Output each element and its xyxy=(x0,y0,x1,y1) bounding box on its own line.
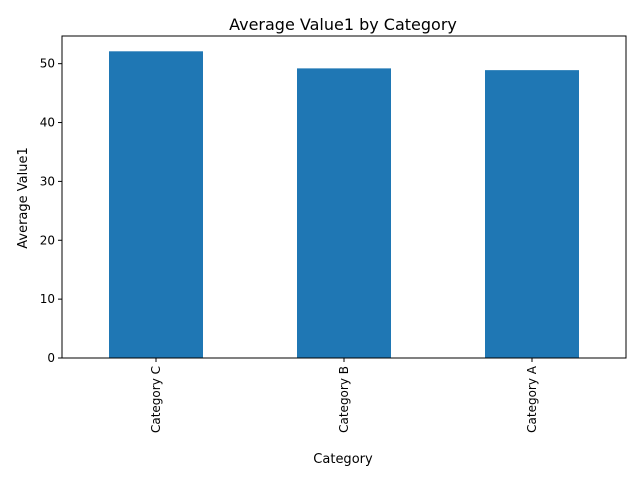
y-tick-label: 30 xyxy=(40,174,55,188)
x-tick-label: Category B xyxy=(337,366,351,433)
y-tick-label: 50 xyxy=(40,57,55,71)
bar xyxy=(109,51,203,359)
chart-title: Average Value1 by Category xyxy=(229,15,457,34)
x-tick-label: Category A xyxy=(525,365,539,433)
plot-area: 0 10 20 30 40 50 Category C Category B Category … xyxy=(40,35,627,433)
y-tick-label: 0 xyxy=(47,351,55,365)
x-axis-label: Category xyxy=(313,452,373,467)
y-tick-label: 20 xyxy=(40,233,55,247)
bar xyxy=(297,68,391,359)
y-tick-label: 10 xyxy=(40,292,55,306)
x-tick-label: Category C xyxy=(149,366,163,433)
y-tick-label: 40 xyxy=(40,116,55,130)
bar xyxy=(485,70,579,359)
y-axis-label: Average Value1 xyxy=(16,147,31,249)
